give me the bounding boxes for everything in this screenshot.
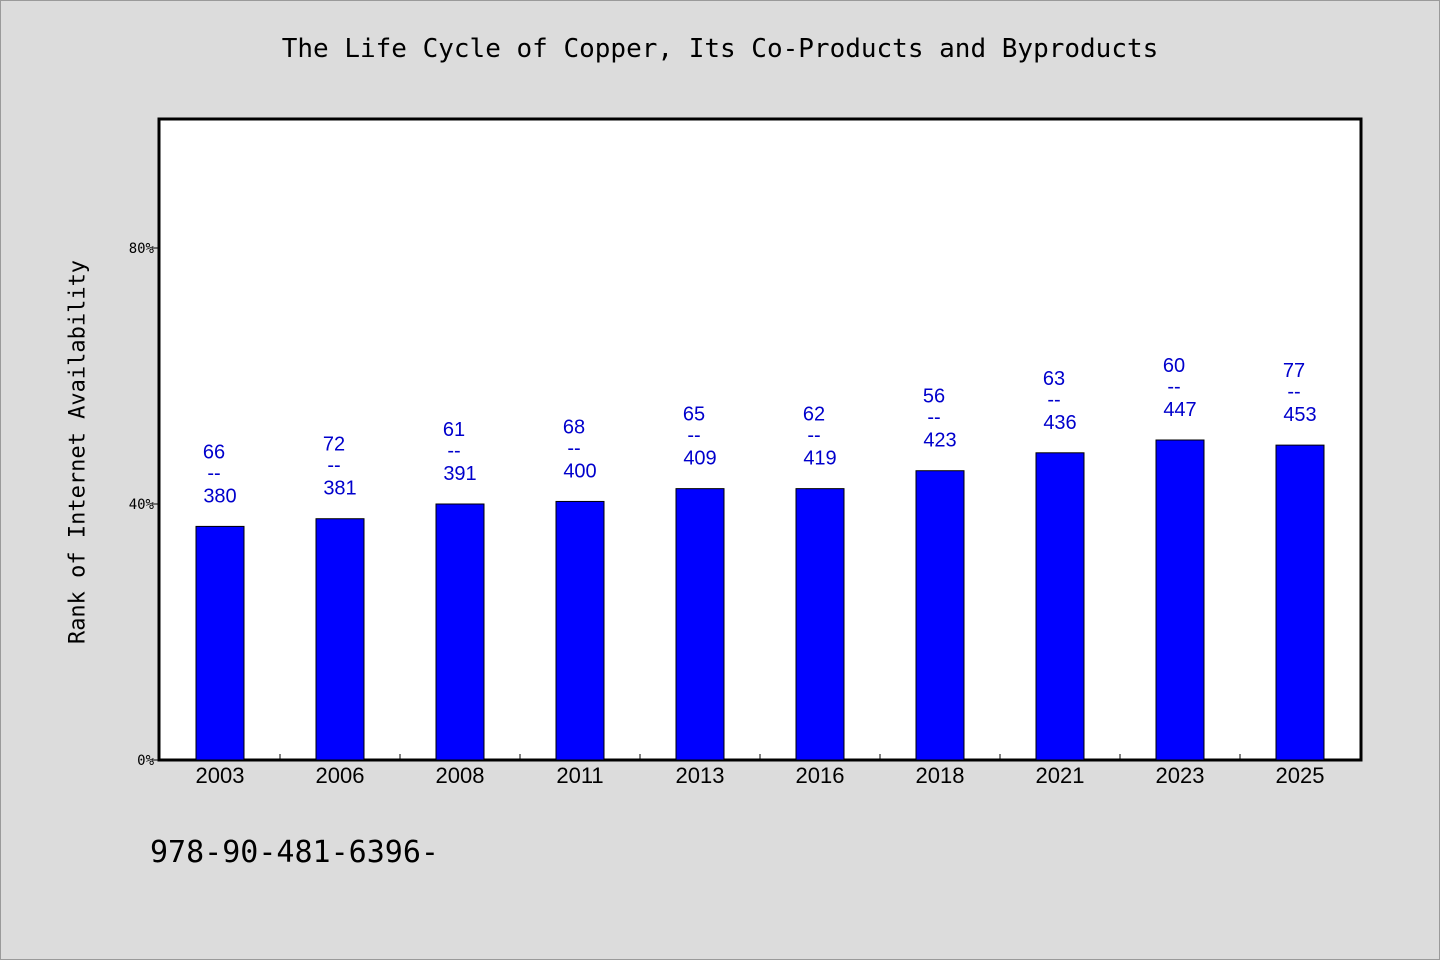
- data-label-top: 63: [1043, 368, 1065, 390]
- data-label-bottom: 453: [1283, 404, 1316, 426]
- x-tick-label: 2021: [1036, 763, 1085, 788]
- data-label-top: 77: [1283, 360, 1305, 382]
- chart-title: The Life Cycle of Copper, Its Co-Product…: [281, 34, 1159, 64]
- bars-group: [195, 439, 1325, 761]
- bar: [795, 488, 845, 761]
- data-label-top: 60: [1163, 355, 1185, 377]
- bar: [675, 488, 725, 761]
- data-label-bottom: 380: [203, 485, 236, 507]
- data-label-bottom: 400: [563, 460, 596, 482]
- footer-code: 978-90-481-6396-: [150, 835, 439, 870]
- data-label-separator: --: [807, 425, 820, 447]
- data-label-separator: --: [567, 437, 580, 459]
- data-label-top: 65: [683, 404, 705, 426]
- bar: [195, 525, 245, 761]
- data-label-bottom: 436: [1043, 412, 1076, 434]
- data-label-bottom: 447: [1163, 399, 1196, 421]
- x-ticks-group: 2003 2006 2008 2011 2013 2016 2018 2021 2023 2025: [196, 754, 1325, 788]
- bar: [1155, 439, 1205, 761]
- x-tick-label: 2011: [556, 763, 603, 788]
- bar: [1275, 444, 1325, 761]
- bar: [555, 500, 605, 761]
- data-label-bottom: 419: [803, 448, 836, 470]
- data-label-top: 56: [923, 386, 945, 408]
- data-label-top: 72: [323, 434, 345, 456]
- data-label-bottom: 409: [683, 448, 716, 470]
- x-tick-label: 2016: [796, 763, 845, 788]
- x-tick-label: 2013: [676, 763, 725, 788]
- bar: [435, 503, 485, 761]
- x-tick-label: 2008: [436, 763, 485, 788]
- bar: [915, 470, 965, 761]
- data-label-separator: --: [1047, 389, 1060, 411]
- data-label-separator: --: [327, 455, 340, 477]
- x-tick-label: 2018: [916, 763, 965, 788]
- data-label-separator: --: [447, 440, 460, 462]
- y-tick-label: 0%: [137, 753, 154, 769]
- data-label-top: 66: [203, 441, 225, 463]
- x-tick-label: 2025: [1276, 763, 1325, 788]
- x-tick-label: 2003: [196, 763, 245, 788]
- data-label-top: 61: [443, 419, 465, 441]
- data-label-separator: --: [1287, 381, 1300, 403]
- data-labels-group: 66--38072--38161--39168--40065--40962--4…: [203, 355, 1317, 507]
- x-tick-label: 2023: [1156, 763, 1205, 788]
- data-label-top: 68: [563, 416, 585, 438]
- data-label-bottom: 391: [443, 463, 476, 485]
- bar: [1035, 452, 1085, 761]
- data-label-bottom: 381: [323, 478, 356, 500]
- data-label-bottom: 423: [923, 430, 956, 452]
- y-ticks-group: 0% 40% 80%: [129, 241, 160, 769]
- y-tick-label: 40%: [129, 497, 155, 513]
- data-label-separator: --: [927, 407, 940, 429]
- bar: [315, 518, 365, 761]
- x-tick-label: 2006: [316, 763, 365, 788]
- data-label-separator: --: [207, 462, 220, 484]
- data-label-top: 62: [803, 404, 825, 426]
- y-tick-label: 80%: [129, 241, 155, 257]
- data-label-separator: --: [687, 425, 700, 447]
- data-label-separator: --: [1167, 376, 1180, 398]
